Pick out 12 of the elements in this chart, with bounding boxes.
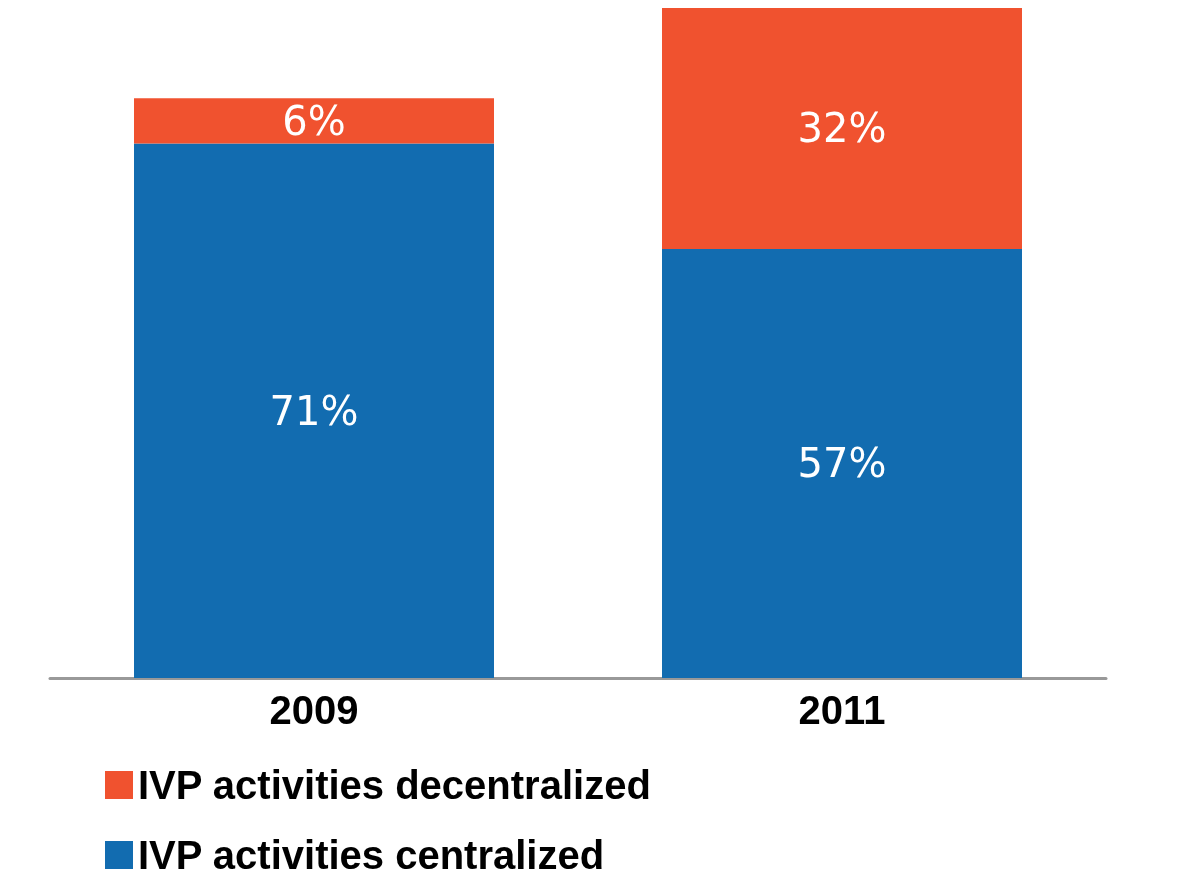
bar xyxy=(134,143,494,678)
bar xyxy=(662,8,1022,249)
bar xyxy=(662,248,1022,678)
bar xyxy=(134,98,494,144)
data-label: 71% xyxy=(269,387,359,434)
legend-label: IVP activities centralized xyxy=(138,833,605,877)
x-tick-label: 2009 xyxy=(269,688,359,732)
data-label: 57% xyxy=(797,440,887,487)
legend-label: IVP activities decentralized xyxy=(138,763,651,807)
data-label: 32% xyxy=(797,105,887,152)
x-tick-label: 2011 xyxy=(798,688,886,732)
data-label: 6% xyxy=(282,97,346,144)
